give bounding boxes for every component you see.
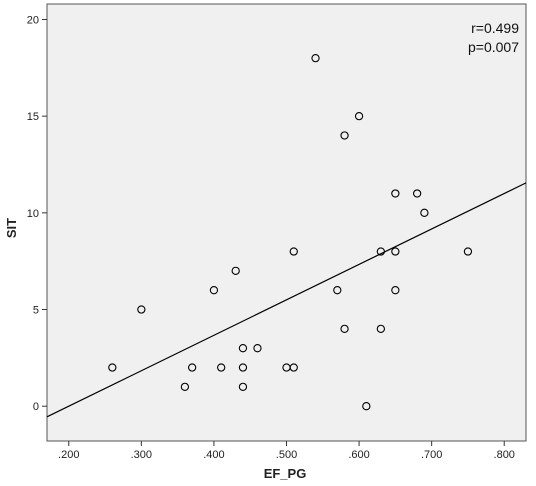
x-tick-label: .600 — [348, 449, 369, 461]
data-point — [354, 112, 364, 121]
data-point — [340, 131, 349, 140]
data-point — [231, 266, 240, 275]
data-point — [376, 324, 385, 333]
data-point — [463, 247, 473, 256]
annotation-p: p=0.007 — [468, 39, 519, 55]
data-point — [391, 189, 400, 198]
data-point — [333, 286, 342, 295]
x-tick-label: .700 — [421, 449, 442, 461]
data-point — [340, 324, 349, 333]
data-point — [289, 363, 298, 372]
data-point — [391, 247, 400, 256]
data-point — [217, 363, 226, 372]
y-tick-label: 5 — [33, 305, 39, 317]
data-point — [420, 208, 429, 217]
data-point — [188, 363, 197, 372]
data-point — [209, 286, 219, 295]
annotation-r: r=0.499 — [471, 20, 519, 36]
data-point — [412, 189, 422, 198]
y-tick-label: 20 — [27, 14, 39, 26]
data-point — [137, 305, 146, 314]
y-axis-title: SIT — [4, 218, 19, 238]
x-tick-label: .500 — [276, 449, 297, 461]
data-point — [238, 344, 248, 353]
x-tick-label: .300 — [131, 449, 152, 461]
data-point — [253, 344, 262, 353]
x-axis-title: EF_PG — [264, 466, 307, 481]
data-point — [108, 363, 117, 372]
data-point — [376, 247, 385, 256]
data-point — [362, 402, 371, 411]
x-tick-label: .200 — [58, 449, 79, 461]
data-point — [180, 382, 190, 392]
y-tick-label: 0 — [33, 401, 39, 413]
y-tick-label: 10 — [27, 208, 39, 220]
data-point — [238, 363, 248, 372]
data-point — [289, 247, 298, 256]
x-tick-label: .400 — [203, 449, 224, 461]
fit-line — [46, 182, 527, 418]
y-tick-label: 15 — [27, 111, 39, 123]
data-point — [311, 53, 320, 63]
data-point — [391, 286, 400, 295]
x-tick-label: .800 — [494, 449, 515, 461]
plot-area — [46, 3, 527, 442]
data-point — [238, 382, 248, 392]
